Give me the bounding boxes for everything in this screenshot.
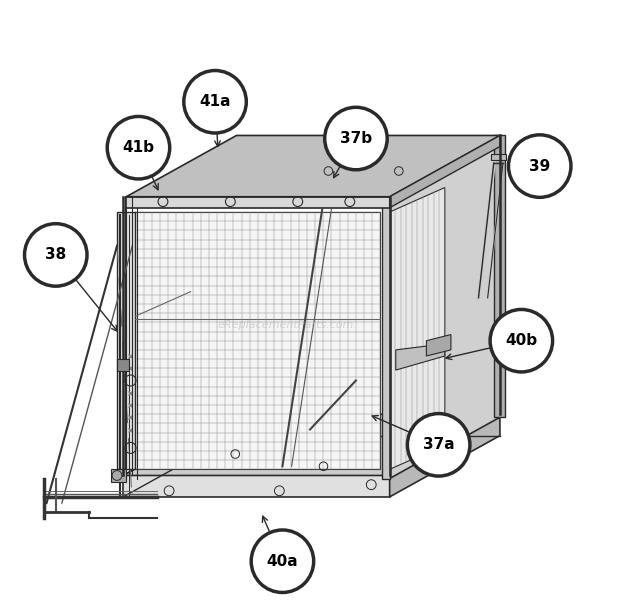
Text: 37a: 37a bbox=[423, 437, 454, 453]
Polygon shape bbox=[389, 136, 500, 208]
Circle shape bbox=[407, 414, 470, 476]
Text: 40b: 40b bbox=[505, 333, 538, 348]
Polygon shape bbox=[117, 212, 135, 469]
Text: 41a: 41a bbox=[199, 95, 231, 109]
Text: 39: 39 bbox=[529, 158, 551, 174]
Text: 40a: 40a bbox=[267, 554, 298, 569]
Polygon shape bbox=[123, 414, 500, 475]
Text: 41b: 41b bbox=[123, 140, 154, 155]
Text: 38: 38 bbox=[45, 247, 66, 262]
Circle shape bbox=[251, 530, 314, 593]
Polygon shape bbox=[490, 154, 506, 160]
Polygon shape bbox=[126, 196, 389, 208]
Text: 37b: 37b bbox=[340, 131, 372, 146]
Circle shape bbox=[184, 71, 246, 133]
Polygon shape bbox=[389, 414, 500, 497]
Circle shape bbox=[25, 223, 87, 286]
Polygon shape bbox=[396, 344, 445, 370]
Text: eReplacementParts.com: eReplacementParts.com bbox=[217, 321, 353, 330]
Polygon shape bbox=[135, 212, 381, 469]
Polygon shape bbox=[389, 187, 445, 469]
Polygon shape bbox=[117, 359, 130, 371]
Polygon shape bbox=[111, 469, 126, 481]
Circle shape bbox=[508, 135, 571, 197]
Polygon shape bbox=[389, 136, 500, 478]
Polygon shape bbox=[427, 335, 451, 356]
Polygon shape bbox=[123, 475, 389, 497]
Polygon shape bbox=[383, 196, 389, 478]
Polygon shape bbox=[126, 136, 500, 196]
Circle shape bbox=[490, 309, 552, 372]
Circle shape bbox=[325, 107, 387, 170]
Polygon shape bbox=[494, 136, 505, 418]
Circle shape bbox=[107, 117, 170, 179]
